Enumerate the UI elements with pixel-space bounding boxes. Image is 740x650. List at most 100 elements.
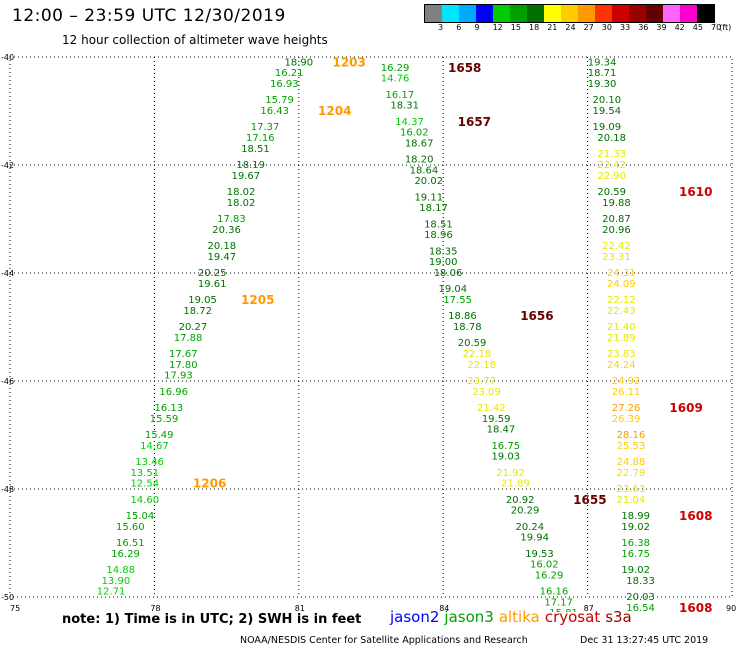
wave-height-value: 27.26 bbox=[612, 403, 641, 414]
wave-height-value: 18.64 bbox=[410, 165, 439, 176]
wave-height-value: 18.78 bbox=[453, 322, 482, 333]
wave-height-value: 19.30 bbox=[588, 79, 617, 90]
wave-height-value: 23.09 bbox=[472, 387, 501, 398]
wave-height-value: 22.42 bbox=[597, 160, 626, 171]
y-tick-label: -50 bbox=[1, 593, 14, 602]
wave-height-value: 20.59 bbox=[597, 187, 626, 198]
lat-lon-grid bbox=[9, 56, 733, 598]
wave-height-value: 16.21 bbox=[275, 68, 304, 79]
wave-height-value: 21.40 bbox=[607, 322, 636, 333]
satellite-tracks: 18.9016.2116.9315.7916.4317.3717.1618.51… bbox=[97, 55, 713, 612]
x-tick-label: 81 bbox=[295, 604, 305, 612]
wave-height-value: 14.76 bbox=[381, 74, 410, 85]
wave-height-value: 17.88 bbox=[174, 333, 203, 344]
wave-height-value: 19.47 bbox=[207, 252, 236, 263]
wave-height-value: 19.61 bbox=[198, 279, 227, 290]
pass-time-label: 1610 bbox=[679, 185, 712, 199]
map-title: 12:00 – 23:59 UTC 12/30/2019 bbox=[12, 6, 286, 26]
legend-label: 27 bbox=[583, 23, 594, 32]
legend-label: 6 bbox=[456, 23, 462, 32]
wave-height-value: 18.99 bbox=[621, 511, 650, 522]
wave-height-value: 14.37 bbox=[395, 117, 424, 128]
x-tick-label: 90 bbox=[726, 604, 736, 612]
wave-height-value: 24.09 bbox=[607, 279, 636, 290]
wave-height-value: 12.54 bbox=[130, 479, 159, 490]
legend-label: 9 bbox=[474, 23, 480, 32]
legend-swatch bbox=[544, 5, 561, 22]
satellite-legend: jason2 jason3 altika cryosat s3a bbox=[390, 608, 637, 626]
wave-height-value: 24.31 bbox=[607, 268, 636, 279]
wave-height-value: 19.04 bbox=[439, 284, 468, 295]
pass-time-label: 1657 bbox=[458, 115, 491, 129]
pass-time-label: 1608 bbox=[679, 601, 712, 612]
wave-height-value: 17.16 bbox=[246, 133, 275, 144]
wave-height-value: 16.02 bbox=[400, 128, 429, 139]
legend-label: 70 bbox=[711, 23, 722, 32]
x-tick-label: 87 bbox=[584, 604, 594, 612]
wave-height-value: 16.29 bbox=[535, 570, 564, 581]
satellite-legend-item: s3a bbox=[605, 608, 632, 626]
wave-height-value: 16.93 bbox=[270, 79, 299, 90]
wave-height-value: 19.09 bbox=[593, 122, 622, 133]
legend-swatch bbox=[493, 5, 510, 22]
wave-height-value: 16.17 bbox=[386, 90, 415, 101]
legend-label: 18 bbox=[529, 23, 540, 32]
y-tick-label: -42 bbox=[1, 161, 14, 170]
legend-swatch bbox=[476, 5, 493, 22]
wave-height-value: 19.02 bbox=[621, 522, 650, 533]
legend-swatch bbox=[663, 5, 680, 22]
legend-label: 21 bbox=[547, 23, 558, 32]
wave-height-value: 22.42 bbox=[602, 241, 631, 252]
wave-height-value: 16.29 bbox=[381, 63, 410, 74]
wave-height-value: 16.13 bbox=[155, 403, 184, 414]
satellite-legend-item: jason2 bbox=[390, 608, 440, 626]
wave-height-value: 18.90 bbox=[284, 57, 313, 68]
wave-height-value: 18.71 bbox=[588, 68, 617, 79]
wave-height-value: 21.04 bbox=[617, 495, 646, 506]
wave-height-value: 15.81 bbox=[549, 608, 578, 612]
wave-height-value: 12.71 bbox=[97, 587, 126, 598]
wave-height-value: 19.00 bbox=[429, 257, 458, 268]
wave-height-value: 20.36 bbox=[212, 225, 241, 236]
wave-height-value: 17.37 bbox=[251, 122, 280, 133]
wave-height-value: 19.59 bbox=[482, 414, 511, 425]
wave-height-value: 22.12 bbox=[607, 295, 636, 306]
wave-height-value: 13.51 bbox=[130, 468, 159, 479]
wave-height-value: 18.72 bbox=[183, 306, 212, 317]
pass-time-label: 1205 bbox=[241, 293, 274, 307]
wave-height-value: 15.49 bbox=[145, 430, 174, 441]
wave-height-value: 17.67 bbox=[169, 349, 198, 360]
wave-height-value: 20.18 bbox=[207, 241, 236, 252]
pass-time-label: 1203 bbox=[332, 55, 365, 69]
legend-swatch bbox=[629, 5, 646, 22]
wave-height-value: 24.88 bbox=[617, 457, 646, 468]
wave-height-value: 15.60 bbox=[116, 522, 145, 533]
wave-height-value: 20.24 bbox=[516, 522, 545, 533]
legend-swatch bbox=[442, 5, 459, 22]
pass-time-label: 1658 bbox=[448, 61, 481, 75]
pass-time-label: 1655 bbox=[573, 493, 606, 507]
legend-swatch bbox=[612, 5, 629, 22]
wave-height-value: 17.80 bbox=[169, 360, 198, 371]
legend-swatch bbox=[697, 5, 714, 22]
legend-label: (ft) bbox=[719, 23, 732, 32]
wave-height-value: 20.18 bbox=[597, 133, 626, 144]
wave-height-value: 16.16 bbox=[540, 587, 569, 598]
wave-height-value: 20.27 bbox=[179, 322, 208, 333]
legend-label: 3 bbox=[438, 23, 444, 32]
legend-label: 33 bbox=[620, 23, 631, 32]
x-tick-label: 78 bbox=[150, 604, 160, 612]
wave-height-value: 22.18 bbox=[467, 360, 496, 371]
legend-label: 30 bbox=[601, 23, 612, 32]
legend-label: 39 bbox=[656, 23, 667, 32]
wave-height-value: 28.16 bbox=[617, 430, 646, 441]
wave-height-value: 17.17 bbox=[544, 597, 573, 608]
wave-height-value: 20.59 bbox=[458, 338, 487, 349]
wave-height-value: 26.11 bbox=[612, 387, 641, 398]
wave-height-value: 16.96 bbox=[159, 387, 188, 398]
wave-height-value: 19.03 bbox=[491, 452, 520, 463]
wave-height-value: 20.25 bbox=[198, 268, 227, 279]
wave-height-value: 20.87 bbox=[602, 214, 631, 225]
pass-time-label: 1656 bbox=[520, 309, 553, 323]
wave-height-value: 18.35 bbox=[429, 246, 458, 257]
